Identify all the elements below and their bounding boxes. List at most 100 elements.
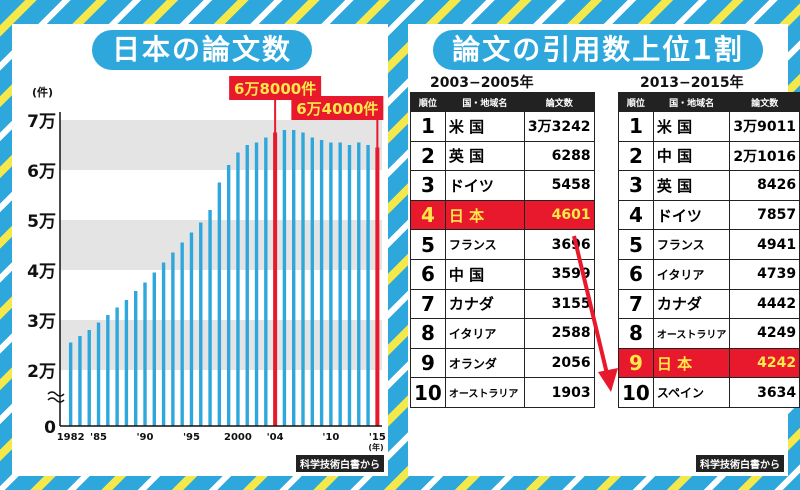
bar — [152, 272, 156, 426]
rank-cell: 7 — [410, 288, 446, 320]
count-cell: 2万1016 — [729, 140, 800, 172]
count-cell: 2056 — [523, 347, 595, 379]
bar — [292, 130, 296, 426]
country-cell: イタリア — [444, 318, 525, 349]
source-note: 科学技術白書から — [296, 455, 384, 472]
country-cell: フランス — [652, 229, 731, 260]
table-row: 6 イタリア 4739 — [618, 258, 800, 290]
axis-break-line — [47, 391, 65, 403]
table-row: 3 ドイツ 5458 — [410, 170, 595, 201]
count-cell: 4601 — [523, 199, 595, 231]
x-tick-label: 1982 — [57, 432, 85, 443]
rank-cell: 5 — [618, 229, 654, 260]
country-cell: 日 本 — [444, 199, 525, 231]
bar — [87, 330, 91, 426]
paper-count-chart: 0 2万 3万 4万 5万 6万 7万 (件) 1982 '85 '90 '95 2000 '04 '10 '… — [27, 76, 386, 452]
bar — [68, 342, 73, 426]
x-tick-label: '95 — [183, 432, 200, 443]
x-tick-label: '04 — [267, 432, 284, 443]
header-count: 論文数 — [523, 92, 595, 112]
rank-cell: 7 — [618, 288, 654, 320]
y-tick-label: 4万 — [27, 262, 56, 282]
country-cell: カナダ — [652, 288, 731, 320]
bar — [78, 336, 82, 426]
callout-label: 6万8000件 — [234, 80, 316, 98]
table-row: 8 オーストラリア 4249 — [618, 318, 800, 349]
bar — [310, 137, 314, 426]
bar — [282, 130, 287, 426]
bar — [254, 142, 259, 426]
country-cell: オーストラリア — [444, 377, 525, 408]
bar — [189, 232, 194, 426]
count-cell: 3696 — [523, 229, 595, 260]
bar — [199, 222, 203, 426]
count-cell: 4249 — [729, 318, 800, 349]
bar — [375, 147, 380, 426]
rank-cell: 3 — [618, 170, 654, 201]
header-country: 国・地域名 — [444, 92, 525, 112]
country-cell: 英 国 — [444, 140, 525, 172]
country-cell: 中 国 — [652, 140, 731, 172]
bar — [171, 252, 175, 426]
y-tick-label: 5万 — [27, 212, 56, 232]
count-cell: 4442 — [729, 288, 800, 320]
table-row: 8 イタリア 2588 — [410, 318, 595, 349]
period-label-2003: 2003−2005年 — [430, 75, 534, 91]
bar — [161, 262, 166, 426]
count-cell: 1903 — [523, 377, 595, 408]
period-label-2013: 2013−2015年 — [640, 75, 744, 91]
country-cell: ドイツ — [652, 199, 731, 231]
y-tick-label: 6万 — [27, 162, 56, 182]
rank-cell: 9 — [618, 347, 654, 379]
bar — [124, 300, 129, 426]
ranking-title: 論文の引用数上位1割 — [433, 30, 763, 70]
count-cell: 4941 — [729, 229, 800, 260]
country-cell: 米 国 — [652, 111, 731, 142]
bar — [208, 210, 212, 426]
callout-box — [291, 96, 384, 120]
bar — [226, 165, 231, 426]
bar — [357, 142, 361, 426]
count-cell: 4242 — [729, 347, 800, 379]
bar — [217, 182, 222, 426]
count-cell: 4739 — [729, 258, 800, 290]
bar — [134, 291, 138, 426]
header-rank: 順位 — [618, 92, 654, 112]
count-cell: 3万3242 — [523, 111, 595, 142]
count-cell: 7857 — [729, 199, 800, 231]
bar — [245, 145, 249, 426]
x-tick-label: '10 — [322, 432, 339, 443]
rank-cell: 8 — [618, 318, 654, 349]
rank-cell: 2 — [410, 140, 446, 172]
grid-band — [60, 120, 382, 170]
x-tick-label: '90 — [137, 432, 154, 443]
bar — [106, 315, 110, 426]
bar — [347, 145, 352, 426]
country-cell: イタリア — [652, 258, 731, 290]
count-cell: 6288 — [523, 140, 595, 172]
table-row: 10 オーストラリア 1903 — [410, 377, 595, 408]
bar — [273, 132, 278, 426]
count-cell: 3634 — [729, 377, 800, 408]
y-tick-label: 3万 — [27, 312, 56, 332]
bar — [180, 242, 184, 426]
country-cell: ドイツ — [444, 170, 525, 201]
rank-cell: 9 — [410, 347, 446, 379]
citation-ranking-panel: 論文の引用数上位1割 2003−2005年 2013−2015年 順位 国・地域… — [408, 24, 800, 476]
header-rank: 順位 — [410, 92, 446, 112]
rank-cell: 1 — [618, 111, 654, 142]
country-cell: 英 国 — [652, 170, 731, 201]
rank-cell: 8 — [410, 318, 446, 349]
table-row: 5 フランス 4941 — [618, 229, 800, 260]
country-cell: 米 国 — [444, 111, 525, 142]
bar — [366, 145, 370, 426]
country-cell: オランダ — [444, 347, 525, 379]
rank-cell: 6 — [410, 258, 446, 290]
paper-count-panel: 日本の論文数 0 2万 3万 4万 5万 6万 7万 (件) 1982 '85 '90 '95 2000… — [12, 24, 388, 476]
